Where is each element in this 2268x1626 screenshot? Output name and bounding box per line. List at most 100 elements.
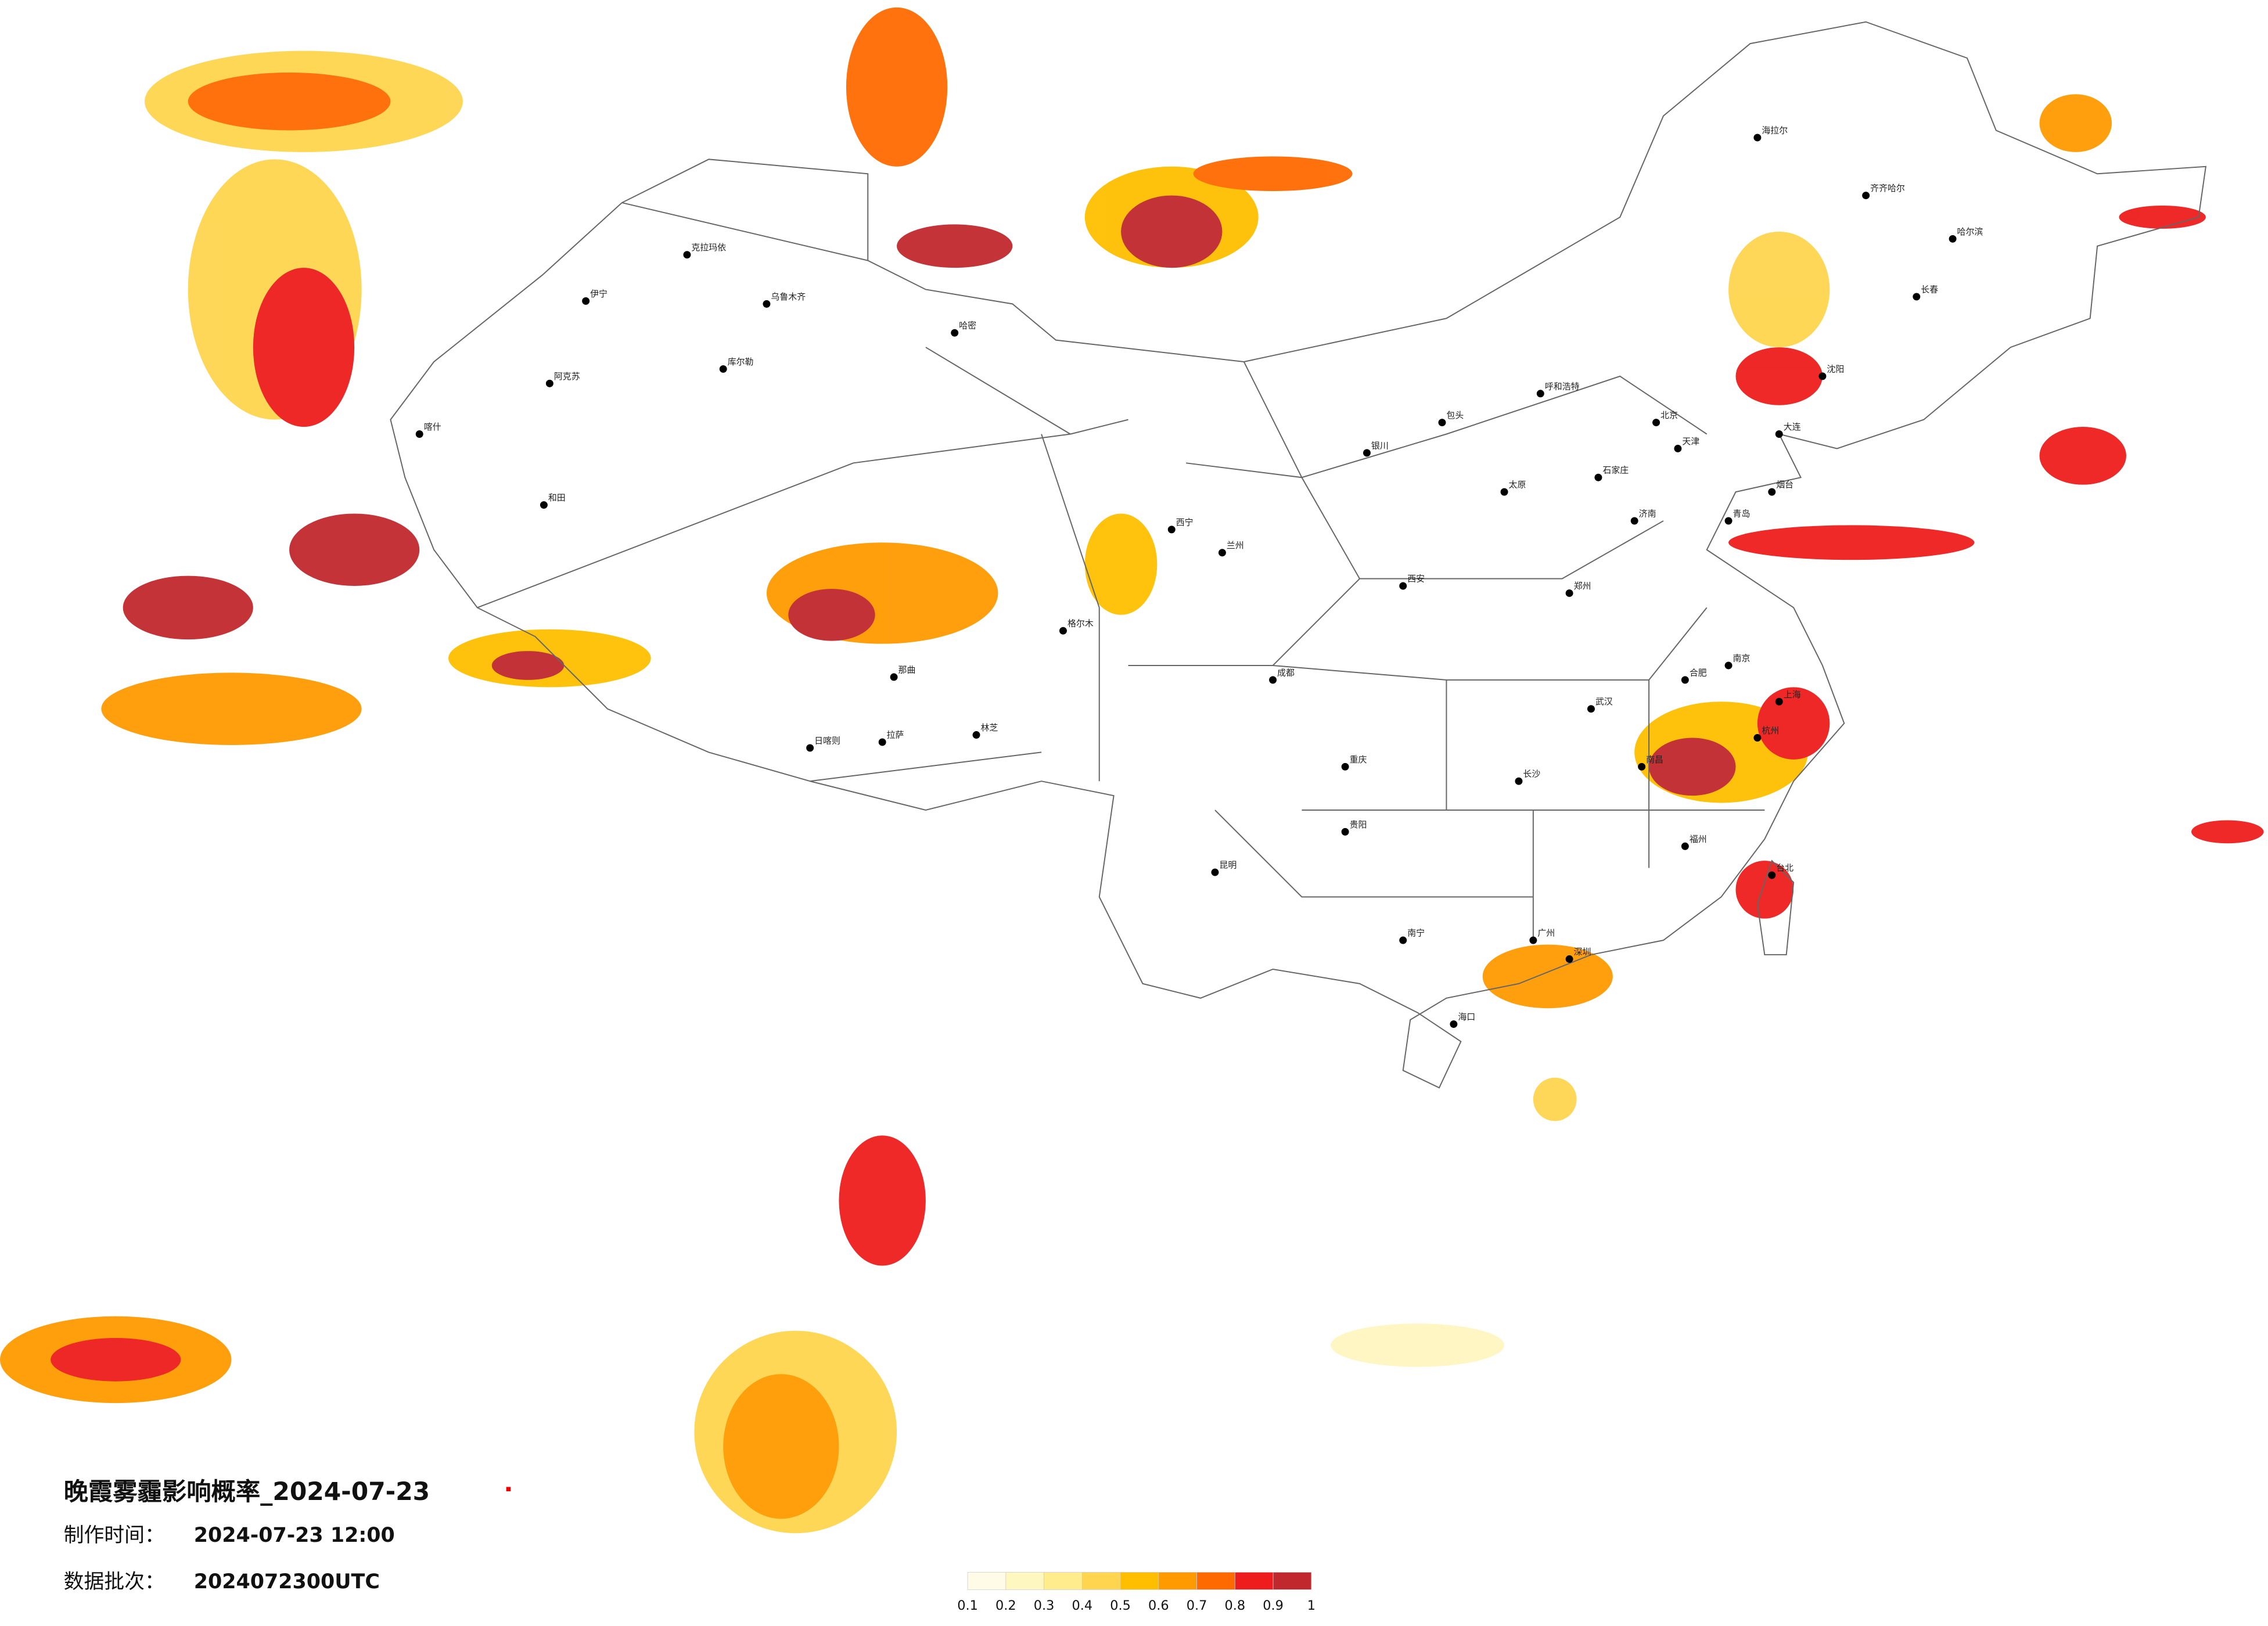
legend-tick: 0.5 (1110, 1598, 1131, 1613)
city-dot (1341, 762, 1349, 771)
city-label: 烟台 (1776, 480, 1793, 490)
city-label: 南宁 (1407, 928, 1425, 938)
city-dot (1218, 549, 1226, 557)
city-dot (1450, 1020, 1458, 1028)
city-dot (1768, 871, 1776, 879)
boundaries (390, 21, 2207, 1089)
city-label: 北京 (1660, 410, 1678, 420)
city-label: 海口 (1458, 1012, 1475, 1022)
city-dot (1753, 734, 1762, 742)
city-label: 贵阳 (1350, 819, 1367, 830)
city-label: 沈阳 (1827, 364, 1844, 374)
city-label: 太原 (1509, 480, 1526, 490)
city-label: 合肥 (1690, 667, 1707, 678)
city-dot (1949, 235, 1957, 243)
city-dot (878, 738, 886, 746)
legend: 0.1 0.2 0.3 0.4 0.5 0.6 0.7 0.8 0.9 1 (957, 1572, 1315, 1613)
city-dot (1515, 777, 1523, 785)
made-time: 2024-07-23 12:00 (194, 1524, 395, 1547)
city-label: 格尔木 (1067, 618, 1094, 629)
city-dot (415, 430, 423, 438)
city-label: 郑州 (1574, 581, 1591, 591)
city-label: 深圳 (1574, 947, 1591, 957)
map-title: 晚霞雾霾影响概率_2024-07-23 (64, 1477, 430, 1506)
city-dot (1768, 488, 1776, 496)
city-dot (1211, 868, 1219, 876)
city-dot (1363, 449, 1371, 457)
city-label: 齐齐哈尔 (1870, 183, 1905, 193)
legend-swatch (1120, 1572, 1159, 1590)
legend-swatch (1234, 1572, 1274, 1590)
city-dot (1753, 134, 1762, 142)
city-label: 天津 (1682, 436, 1699, 447)
legend-swatch (1158, 1572, 1197, 1590)
city-label: 哈尔滨 (1957, 226, 1983, 237)
city-dot (1775, 697, 1783, 706)
legend-tick: 0.8 (1225, 1598, 1246, 1613)
legend-swatch (1044, 1572, 1083, 1590)
city-label: 克拉玛依 (691, 242, 726, 253)
city-dot (1587, 705, 1595, 713)
city-label: 杭州 (1762, 725, 1779, 736)
city-dot (540, 501, 548, 509)
city-dot (890, 673, 898, 681)
city-dot (1674, 444, 1682, 452)
city-label: 青岛 (1733, 508, 1751, 519)
city-label: 拉萨 (887, 729, 904, 740)
legend-tick: 0.1 (957, 1598, 978, 1613)
city-label: 广州 (1537, 928, 1555, 938)
city-dot (1818, 372, 1827, 380)
city-dot (683, 251, 691, 259)
city-label: 兰州 (1227, 540, 1244, 551)
city-dot (1399, 936, 1407, 944)
city-label: 哈密 (959, 321, 976, 331)
city-label: 阿克苏 (554, 371, 580, 382)
city-label: 伊宁 (590, 289, 608, 299)
city-label: 乌鲁木齐 (771, 292, 806, 302)
city-dot (1269, 676, 1277, 684)
city-label: 南昌 (1646, 754, 1663, 765)
city-label: 呼和浩特 (1545, 381, 1580, 391)
city-dot (1529, 936, 1537, 944)
city-dot (719, 365, 727, 373)
city-dot (1438, 419, 1446, 427)
legend-tick: 0.9 (1263, 1598, 1284, 1613)
city-label: 石家庄 (1602, 465, 1629, 476)
city-dot (972, 731, 980, 739)
legend-swatch (967, 1572, 1007, 1590)
city-label: 昆明 (1219, 860, 1237, 870)
city-dot (1565, 955, 1573, 963)
legend-tick: 0.6 (1148, 1598, 1169, 1613)
city-dot (1536, 390, 1544, 398)
city-label: 南京 (1733, 653, 1751, 664)
city-dot (1341, 828, 1349, 836)
city-label: 成都 (1277, 667, 1295, 678)
city-dot (1565, 589, 1573, 597)
city-dot (1399, 582, 1407, 590)
city-dot (1594, 473, 1602, 481)
city-label: 西安 (1407, 574, 1425, 584)
legend-swatch (1273, 1572, 1312, 1590)
city-dot (1681, 676, 1689, 684)
city-dot (951, 329, 959, 337)
made-label: 制作时间： (64, 1524, 165, 1547)
city-label: 台北 (1776, 863, 1793, 873)
city-label: 银川 (1371, 440, 1389, 451)
legend-swatch (1081, 1572, 1121, 1590)
city-label: 日喀则 (814, 735, 840, 746)
batch-label: 数据批次： (64, 1570, 165, 1593)
city-dot (1862, 192, 1870, 200)
city-dot (1167, 526, 1176, 534)
legend-tick: 0.2 (995, 1598, 1016, 1613)
haze-layer (0, 7, 2264, 1534)
city-label: 林芝 (981, 722, 998, 733)
city-label: 济南 (1639, 508, 1656, 519)
city-dot (1913, 293, 1921, 301)
city-label: 和田 (548, 492, 566, 503)
city-label: 包头 (1446, 410, 1464, 420)
city-dot (582, 297, 590, 305)
city-label: 长沙 (1523, 769, 1540, 779)
info: 晚霞雾霾影响概率_2024-07-23 制作时间： 2024-07-23 12:… (64, 1477, 511, 1593)
